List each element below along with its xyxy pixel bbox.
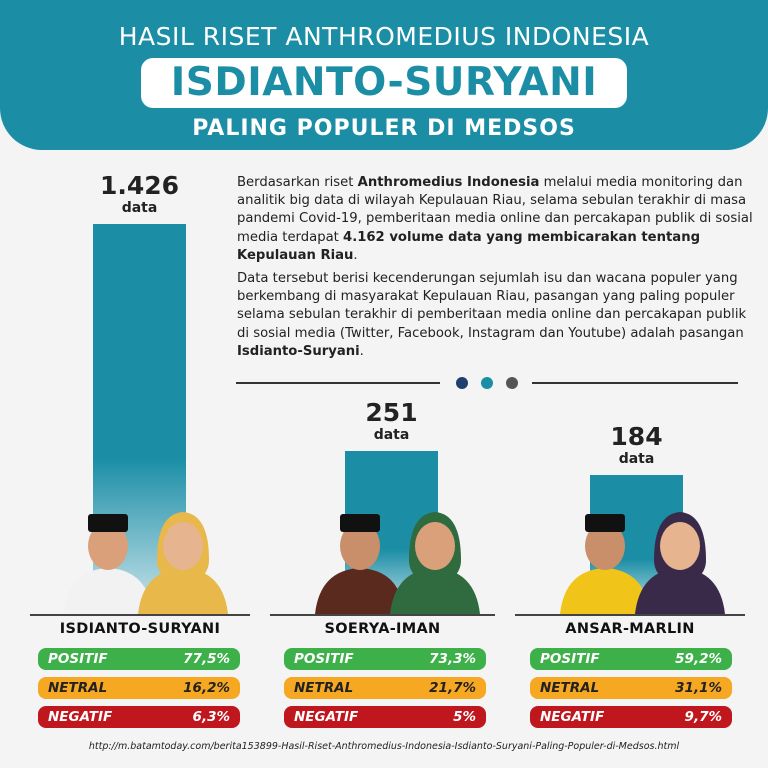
candidate-photo: [385, 500, 485, 614]
paragraph-text: Anthromedius Indonesia: [357, 175, 540, 190]
sentiment-value: 6,3%: [192, 709, 230, 725]
divider-left: [236, 382, 440, 384]
paragraph-text: Isdianto-Suryani: [237, 343, 360, 359]
paragraph-result: Data tersebut berisi kecenderungan sejum…: [237, 270, 757, 361]
sentiment-label: POSITIF: [540, 651, 600, 667]
candidate-name: ANSAR-MARLIN: [565, 621, 695, 637]
header-subtitle: PALING POPULER DI MEDSOS: [192, 116, 576, 141]
sentiment-value: 5%: [453, 709, 476, 725]
baseline: [515, 614, 745, 616]
sentiment-value: 77,5%: [183, 651, 230, 667]
candidate-photo: [133, 500, 233, 614]
sentiment-positif: POSITIF 77,5%: [38, 648, 240, 670]
paragraph-text: melalui media monitoring dan analitik bi…: [237, 175, 753, 245]
bar-value: 1.426: [99, 171, 180, 200]
sentiment-value: 9,7%: [684, 709, 722, 725]
sentiment-value: 16,2%: [183, 680, 230, 696]
sentiment-positif: POSITIF 73,3%: [284, 648, 486, 670]
baseline: [270, 614, 495, 616]
candidate-photo: [58, 500, 158, 614]
bar-value: 184: [610, 422, 663, 451]
candidate-photo: [555, 500, 655, 614]
bar-unit: data: [121, 200, 158, 216]
sentiment-label: POSITIF: [48, 651, 108, 667]
sentiment-label: NETRAL: [540, 680, 600, 696]
divider-dot: [506, 377, 518, 389]
divider-right: [532, 382, 738, 384]
sentiment-label: NEGATIF: [48, 709, 113, 725]
paragraph-text: .: [353, 247, 358, 263]
sentiment-negatif: NEGATIF 6,3%: [38, 706, 240, 728]
baseline: [30, 614, 250, 616]
sentiment-netral: NETRAL 31,1%: [530, 677, 732, 699]
header-title: HASIL RISET ANTHROMEDIUS INDONESIA: [118, 22, 650, 51]
sentiment-value: 59,2%: [675, 651, 722, 667]
sentiment-label: POSITIF: [294, 651, 354, 667]
sentiment-label: NETRAL: [48, 680, 108, 696]
sentiment-negatif: NEGATIF 5%: [284, 706, 486, 728]
sentiment-netral: NETRAL 21,7%: [284, 677, 486, 699]
sentiment-netral: NETRAL 16,2%: [38, 677, 240, 699]
divider-dot: [481, 377, 493, 389]
bar-value: 251: [365, 398, 418, 427]
bar-value-label: 1.426 data: [73, 171, 206, 217]
sentiment-value: 73,3%: [429, 651, 476, 667]
source-url: http://m.batamtoday.com/berita153899-Has…: [88, 741, 680, 752]
bar-value-label: 251 data: [325, 398, 458, 444]
candidate-name: SOERYA-IMAN: [324, 621, 441, 637]
sentiment-value: 31,1%: [675, 680, 722, 696]
candidate-name: ISDIANTO-SURYANI: [59, 621, 221, 637]
header-banner: HASIL RISET ANTHROMEDIUS INDONESIA ISDIA…: [0, 0, 768, 150]
bar-value-label: 184 data: [570, 422, 703, 468]
paragraph-text: 4.162 volume data yang membicarakan tent…: [237, 229, 701, 263]
sentiment-positif: POSITIF 59,2%: [530, 648, 732, 670]
sentiment-label: NEGATIF: [540, 709, 605, 725]
bar-unit: data: [618, 451, 655, 467]
sentiment-negatif: NEGATIF 9,7%: [530, 706, 732, 728]
paragraph-intro: Berdasarkan riset Anthromedius Indonesia…: [237, 174, 757, 265]
sentiment-label: NETRAL: [294, 680, 354, 696]
candidate-photo: [310, 500, 410, 614]
sentiment-value: 21,7%: [429, 680, 476, 696]
paragraph-text: Berdasarkan riset: [237, 175, 358, 190]
paragraph-text: .: [359, 343, 364, 359]
sentiment-label: NEGATIF: [294, 709, 359, 725]
paragraph-text: Data tersebut berisi kecenderungan sejum…: [237, 271, 747, 341]
candidate-photo: [630, 500, 730, 614]
header-highlight: ISDIANTO-SURYANI: [141, 58, 627, 108]
bar-unit: data: [373, 427, 410, 443]
divider-dot: [456, 377, 468, 389]
